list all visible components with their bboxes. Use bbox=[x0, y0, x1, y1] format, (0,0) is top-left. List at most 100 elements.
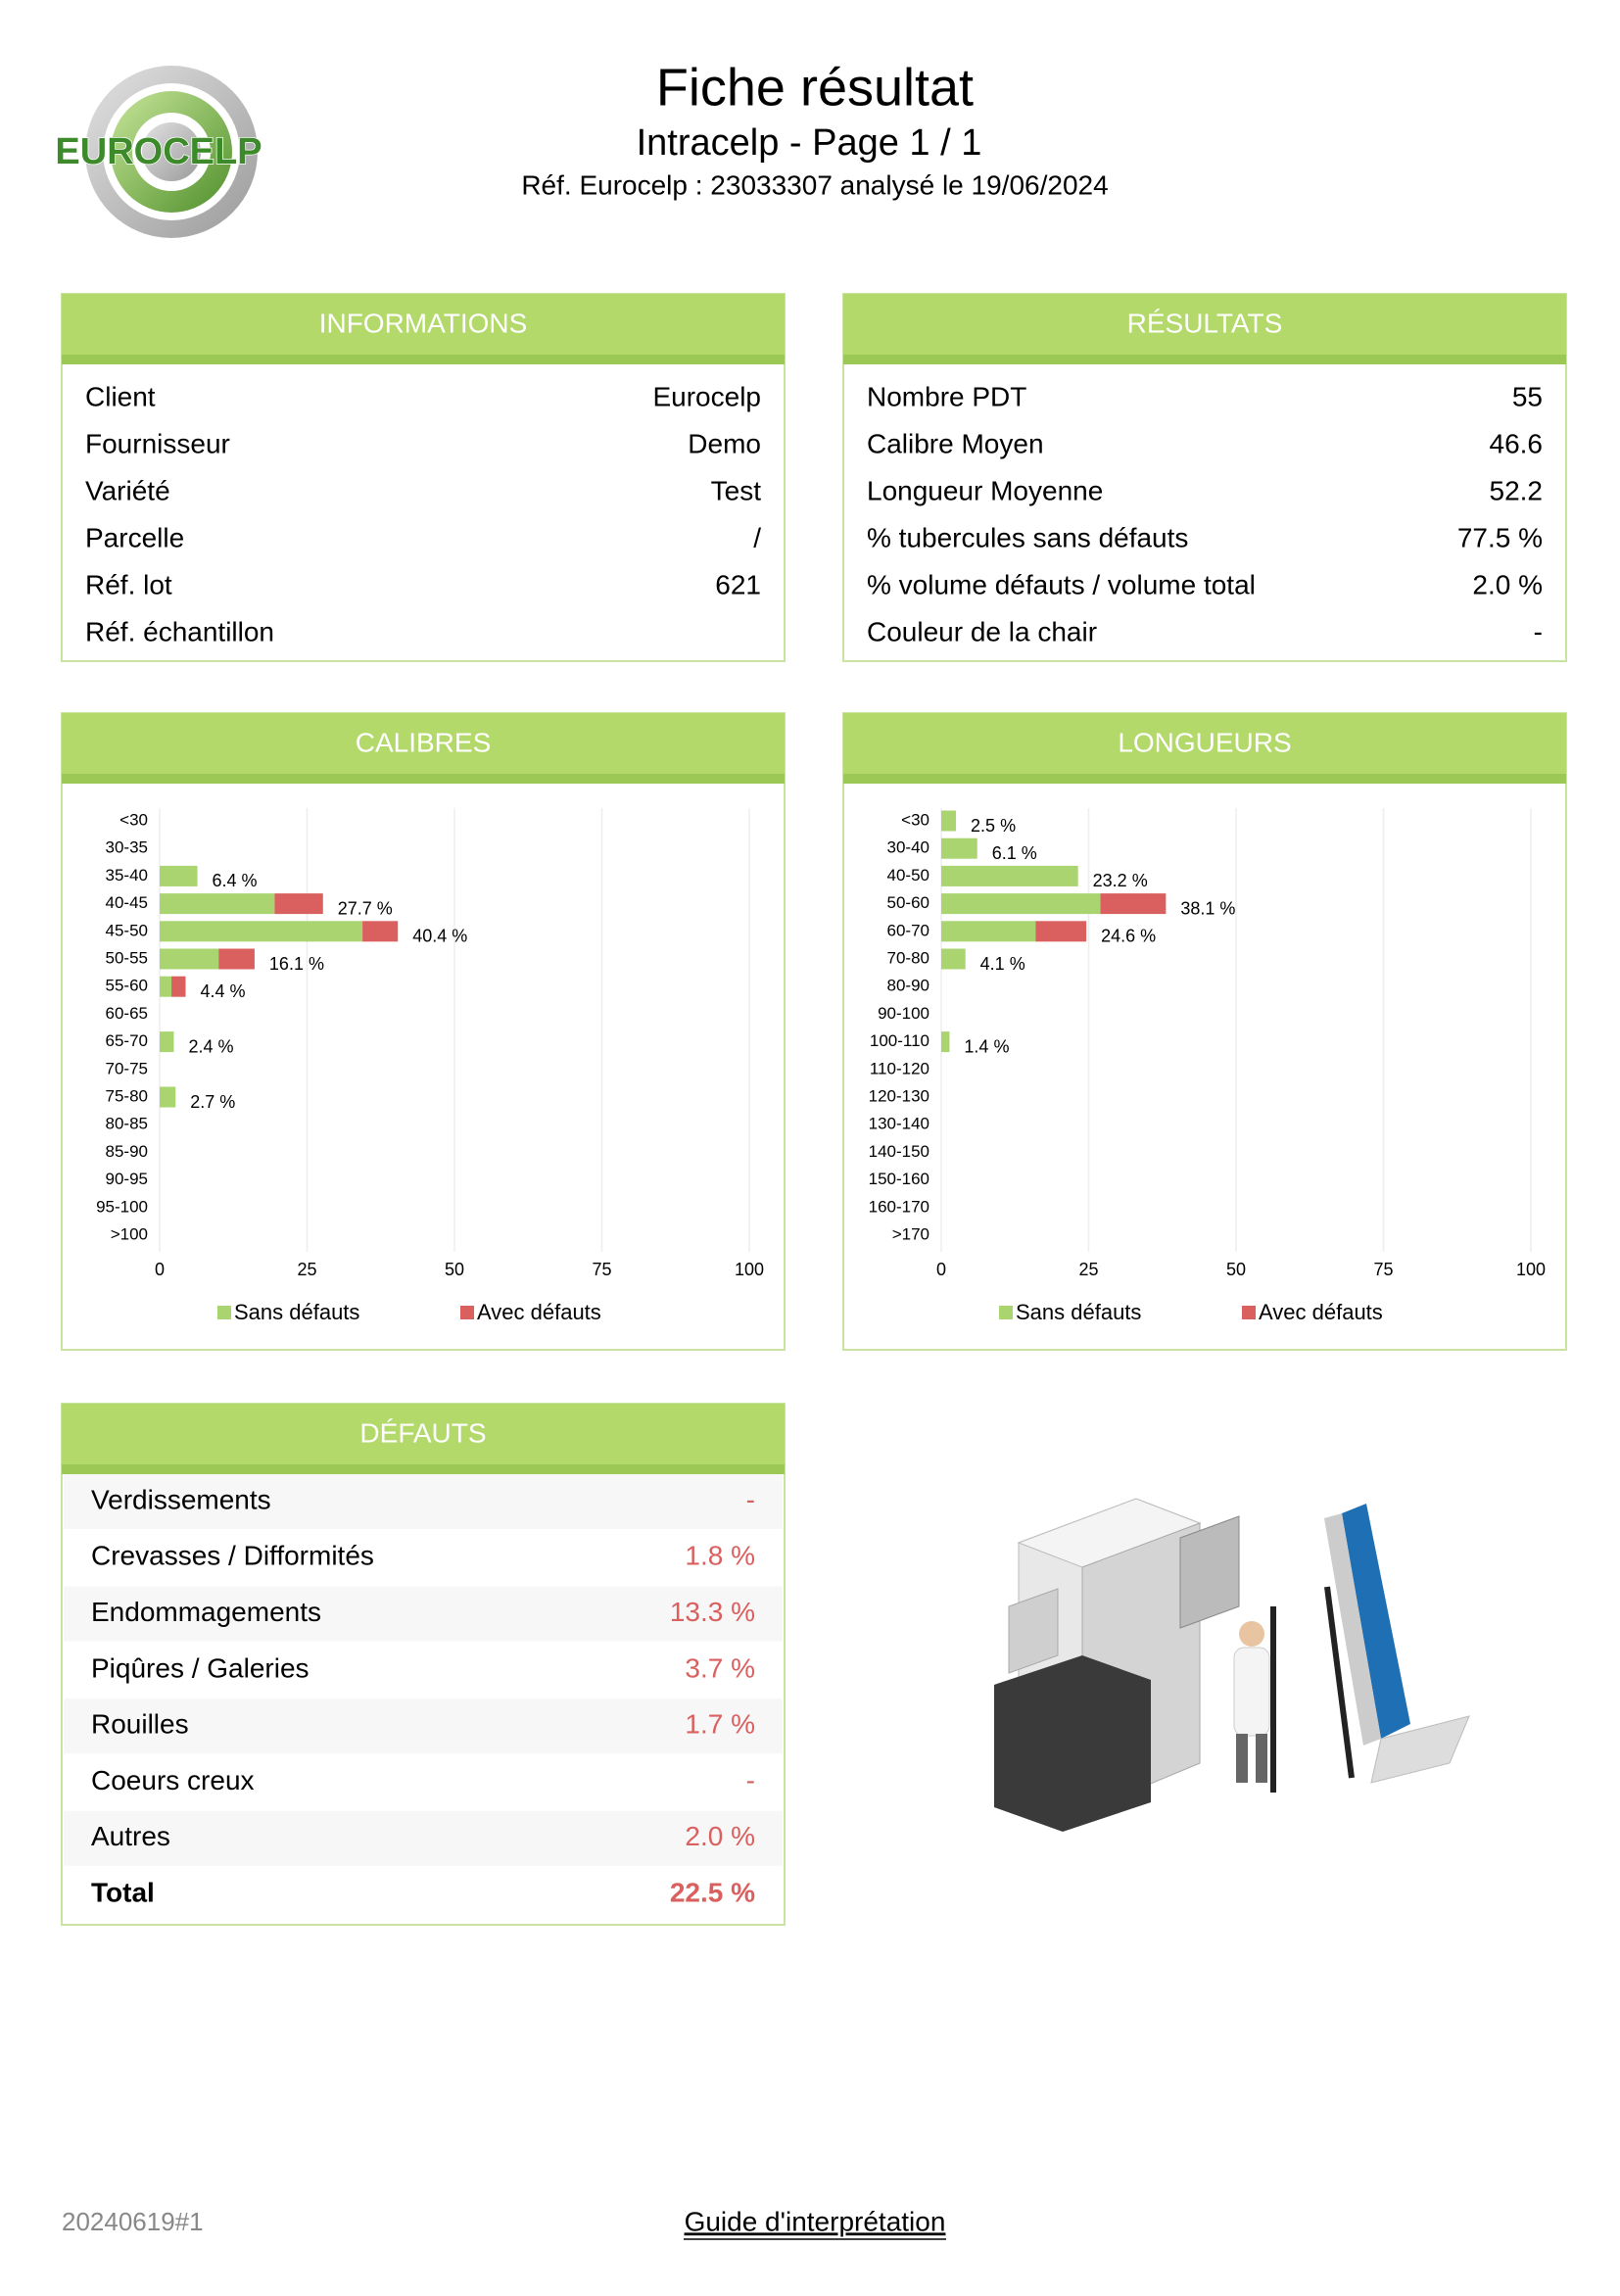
bar-segment bbox=[941, 893, 1101, 915]
row-label: Longueur Moyenne bbox=[867, 475, 1103, 505]
value-label: 1.4 % bbox=[964, 1036, 1009, 1056]
y-tick-label: 60-70 bbox=[887, 921, 929, 939]
panel-header bbox=[843, 294, 1566, 355]
x-tick-label: 0 bbox=[936, 1260, 946, 1279]
row-value: Eurocelp bbox=[652, 381, 761, 411]
value-label: 4.4 % bbox=[200, 981, 245, 1001]
value-label: 2.4 % bbox=[188, 1036, 233, 1056]
y-tick-label: <30 bbox=[119, 810, 148, 829]
x-tick-label: 100 bbox=[735, 1260, 764, 1279]
defect-label: Rouilles bbox=[91, 1709, 189, 1740]
bar-segment bbox=[160, 1086, 176, 1108]
y-tick-label: 40-45 bbox=[106, 893, 148, 912]
footer-code: 20240619#1 bbox=[62, 2207, 204, 2236]
panel-title: CALIBRES bbox=[356, 727, 492, 757]
bar-segment bbox=[941, 921, 1036, 942]
x-tick-label: 75 bbox=[592, 1260, 611, 1279]
y-tick-label: 110-120 bbox=[870, 1059, 929, 1077]
y-tick-label: 160-170 bbox=[869, 1197, 929, 1216]
defect-value: 3.7 % bbox=[685, 1652, 755, 1683]
bar-segment bbox=[160, 921, 363, 942]
bar-segment bbox=[1035, 921, 1087, 942]
defect-label: Crevasses / Difformités bbox=[91, 1541, 374, 1571]
machine-illustration bbox=[994, 1498, 1470, 1832]
panel bbox=[61, 712, 786, 1351]
legend-label: Sans défauts bbox=[1016, 1300, 1141, 1324]
value-label: 2.7 % bbox=[190, 1092, 235, 1112]
value-label: 4.1 % bbox=[980, 954, 1025, 974]
row-label: Parcelle bbox=[85, 522, 184, 552]
y-tick-label: >170 bbox=[892, 1224, 929, 1243]
y-tick-label: 35-40 bbox=[106, 866, 148, 885]
legend-swatch bbox=[217, 1306, 231, 1319]
row-value: 621 bbox=[715, 569, 761, 599]
panel-title: DÉFAUTS bbox=[359, 1417, 486, 1448]
row-background bbox=[64, 1698, 783, 1754]
y-tick-label: 75-80 bbox=[106, 1086, 148, 1105]
y-tick-label: 70-75 bbox=[106, 1059, 148, 1077]
row-value: 46.6 bbox=[1490, 428, 1544, 458]
bar-segment bbox=[362, 921, 399, 942]
y-tick-label: <30 bbox=[901, 810, 929, 829]
y-tick-label: 55-60 bbox=[106, 977, 148, 995]
y-tick-label: 90-95 bbox=[106, 1170, 148, 1188]
panel-header bbox=[62, 294, 785, 355]
defect-label: Verdissements bbox=[91, 1484, 271, 1514]
value-label: 40.4 % bbox=[412, 927, 467, 946]
row-value: - bbox=[1534, 616, 1543, 646]
x-tick-label: 50 bbox=[1226, 1260, 1246, 1279]
bar-segment bbox=[160, 976, 172, 997]
logo: EUROCELP bbox=[55, 66, 262, 238]
legend-label: Avec défauts bbox=[1259, 1300, 1383, 1324]
row-value: 52.2 bbox=[1490, 475, 1544, 505]
value-label: 23.2 % bbox=[1093, 871, 1148, 890]
bar-segment bbox=[941, 865, 1078, 886]
y-tick-label: 140-150 bbox=[869, 1142, 929, 1161]
bar-segment bbox=[941, 837, 977, 859]
bar-segment bbox=[274, 893, 323, 915]
y-tick-label: 90-100 bbox=[878, 1004, 929, 1023]
x-tick-label: 50 bbox=[445, 1260, 464, 1279]
row-background bbox=[64, 1810, 783, 1866]
row-label: % tubercules sans défauts bbox=[867, 522, 1188, 552]
y-tick-label: 50-55 bbox=[106, 948, 148, 967]
panel-header bbox=[843, 713, 1566, 774]
row-label: Fournisseur bbox=[85, 428, 230, 458]
panel bbox=[842, 712, 1567, 1351]
legend-label: Avec défauts bbox=[477, 1300, 601, 1324]
y-tick-label: 100-110 bbox=[870, 1031, 929, 1050]
page-title: Fiche résultat bbox=[656, 58, 974, 117]
panel-title: LONGUEURS bbox=[1118, 727, 1291, 757]
defect-label: Autres bbox=[91, 1821, 170, 1851]
row-value: 55 bbox=[1512, 381, 1543, 411]
y-tick-label: 150-160 bbox=[869, 1170, 929, 1188]
y-tick-label: 85-90 bbox=[106, 1142, 148, 1161]
bar-segment bbox=[160, 1031, 174, 1053]
panel-header-strip bbox=[62, 355, 785, 364]
defect-value: 1.8 % bbox=[685, 1541, 755, 1571]
panel-title: RÉSULTATS bbox=[1127, 308, 1283, 338]
panel-header-strip bbox=[62, 1464, 785, 1474]
value-label: 16.1 % bbox=[269, 954, 324, 974]
legend-swatch bbox=[999, 1306, 1013, 1319]
defect-value: 2.0 % bbox=[685, 1821, 755, 1851]
row-label: Variété bbox=[85, 475, 170, 505]
panel-header-strip bbox=[843, 774, 1566, 784]
value-label: 27.7 % bbox=[338, 898, 393, 918]
value-label: 6.1 % bbox=[992, 843, 1037, 863]
y-tick-label: >100 bbox=[111, 1224, 148, 1243]
panel-header bbox=[62, 1404, 785, 1464]
row-label: Nombre PDT bbox=[867, 381, 1026, 411]
reference: Réf. Eurocelp : 23033307 analysé le 19/0… bbox=[521, 169, 1108, 200]
guide-link[interactable]: Guide d'interprétation bbox=[685, 2206, 946, 2236]
defect-value: 1.7 % bbox=[685, 1709, 755, 1740]
defect-value: - bbox=[746, 1484, 755, 1514]
row-background bbox=[64, 1474, 783, 1529]
y-tick-label: 30-40 bbox=[887, 838, 929, 857]
row-value: Test bbox=[711, 475, 762, 505]
x-tick-label: 0 bbox=[155, 1260, 165, 1279]
defect-total-label: Total bbox=[91, 1877, 155, 1907]
legend-swatch bbox=[460, 1306, 474, 1319]
x-tick-label: 75 bbox=[1373, 1260, 1393, 1279]
